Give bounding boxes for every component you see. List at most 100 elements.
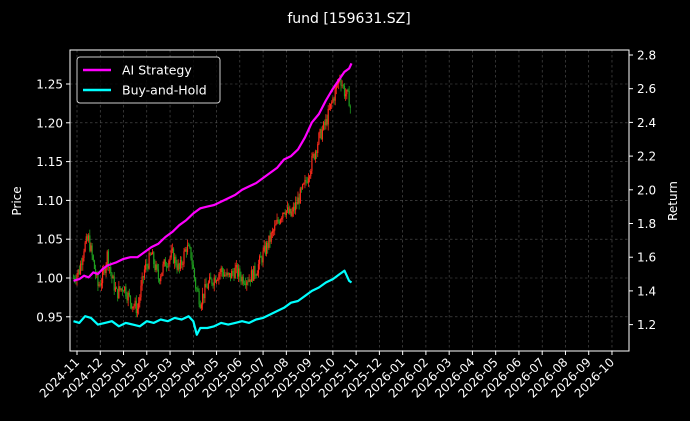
candle-body (89, 235, 91, 251)
candle-body (169, 257, 171, 261)
candle-body (101, 271, 104, 284)
candle-body (310, 170, 312, 177)
candle-body (210, 276, 212, 280)
candle-body (83, 251, 85, 259)
candle-body (150, 254, 153, 256)
return-lines (73, 62, 353, 336)
buy-and-hold-line (73, 269, 353, 336)
candle-body (81, 263, 83, 265)
candle-body (186, 245, 189, 252)
y-axis-left-label: Price (10, 186, 24, 215)
candle-body (183, 251, 185, 264)
candle-body (246, 281, 248, 285)
candle-body (133, 306, 135, 307)
candle-body (275, 223, 277, 226)
candle-body (335, 85, 337, 89)
candle-body (268, 235, 270, 248)
candle-body (224, 274, 226, 277)
candle-body (225, 274, 227, 276)
candle-body (313, 154, 315, 160)
candle-body (182, 263, 184, 265)
candle-body (136, 309, 139, 314)
candle-body (220, 267, 222, 273)
candle-body (286, 207, 289, 211)
candle-body (106, 251, 108, 265)
candle-body (272, 230, 275, 232)
candle-body (107, 251, 110, 268)
candle-body (292, 206, 294, 212)
candle-body (306, 181, 308, 183)
candle-body (176, 265, 178, 270)
candle-body (124, 286, 126, 291)
candle-body (134, 300, 136, 307)
candle-body (91, 245, 93, 256)
candle-body (98, 284, 100, 286)
candle-body (328, 108, 330, 110)
candle-body (348, 90, 350, 107)
y-right-tick-label: 2.4 (637, 116, 656, 130)
candle-body (208, 276, 211, 283)
candle-body (279, 219, 282, 224)
candle-body (281, 217, 283, 220)
candle-body (334, 88, 336, 101)
candle-body (103, 268, 105, 272)
x-axis: 2024-112024-122025-012025-022025-032025-… (37, 351, 617, 401)
candle-body (229, 273, 232, 279)
candle-body (205, 284, 207, 288)
candle-body (269, 235, 271, 242)
candle-body (314, 151, 317, 160)
candle-body (256, 273, 258, 276)
candle-body (222, 272, 225, 277)
candle-body (118, 286, 120, 299)
candle-body (322, 122, 325, 130)
candle-body (125, 286, 127, 297)
candle-body (172, 248, 175, 264)
candle-body (203, 293, 205, 299)
candle-body (243, 283, 246, 285)
candle-body (76, 274, 78, 281)
candle-body (175, 256, 177, 266)
candle-body (163, 259, 165, 265)
candle-body (332, 98, 334, 103)
candle-body (291, 211, 293, 217)
candle-body (234, 267, 236, 279)
candle-body (114, 287, 116, 291)
candle-body (84, 242, 86, 252)
candle-body (178, 263, 180, 270)
legend-label-ai-strategy: AI Strategy (122, 63, 192, 78)
candle-body (192, 264, 194, 269)
candle-body (236, 265, 239, 277)
candle-body (285, 210, 287, 216)
candle-body (262, 251, 264, 263)
candle-body (196, 288, 198, 290)
y-axis-right-label: Return (666, 181, 680, 221)
candle-body (296, 202, 298, 205)
candle-body (215, 280, 218, 283)
candle-body (300, 188, 303, 190)
candle-body (105, 264, 107, 274)
candle-body (198, 291, 200, 305)
candle-body (117, 288, 119, 299)
y-left-tick-label: 0.95 (36, 310, 63, 324)
y-left-tick-label: 1.20 (36, 116, 63, 130)
y-axis-right: 1.2 1.4 1.6 1.8 2.0 2.2 2.4 2.6 2.8 (629, 49, 656, 332)
candle-body (171, 248, 173, 251)
candle-body (331, 102, 333, 104)
candle-body (78, 269, 80, 274)
candle-body (99, 284, 101, 286)
candle-body (141, 276, 143, 286)
y-right-tick-label: 2.6 (637, 82, 656, 96)
y-right-tick-label: 1.2 (637, 318, 656, 332)
candle-body (110, 267, 112, 273)
candle-body (181, 259, 183, 265)
candle-body (207, 282, 210, 289)
candle-body (115, 287, 118, 289)
candle-body (304, 180, 306, 184)
candle-body (149, 253, 151, 255)
candle-body (235, 265, 237, 268)
candle-body (284, 212, 286, 216)
candle-body (170, 250, 172, 258)
candle-body (184, 249, 186, 252)
candle-body (211, 279, 213, 285)
candle-body (271, 231, 273, 233)
